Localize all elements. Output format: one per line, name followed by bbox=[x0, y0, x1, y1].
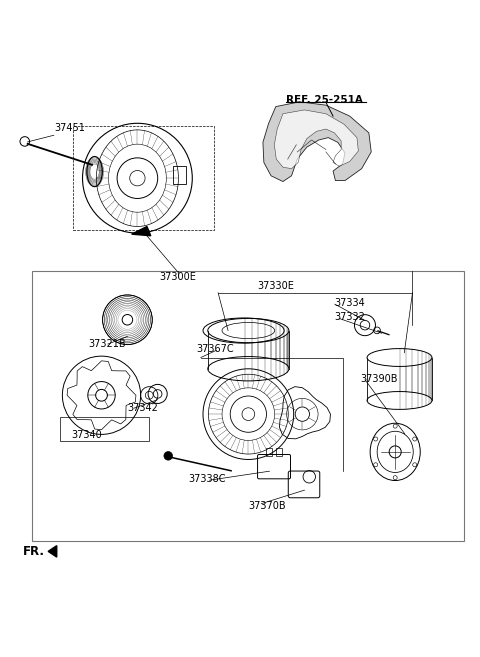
Text: 37321B: 37321B bbox=[88, 339, 126, 349]
Text: 37338C: 37338C bbox=[188, 474, 226, 484]
Text: 37330E: 37330E bbox=[257, 281, 294, 291]
Text: 37370B: 37370B bbox=[248, 501, 286, 510]
Bar bbox=[276, 448, 282, 456]
Text: REF. 25-251A: REF. 25-251A bbox=[286, 95, 363, 105]
Polygon shape bbox=[263, 102, 371, 181]
Text: 37340: 37340 bbox=[71, 430, 102, 440]
Text: 37367C: 37367C bbox=[196, 344, 234, 354]
Text: 37342: 37342 bbox=[127, 403, 158, 413]
Bar bbox=[265, 448, 272, 456]
Text: 37451: 37451 bbox=[54, 123, 85, 133]
Text: 37332: 37332 bbox=[335, 312, 366, 322]
Text: 37300E: 37300E bbox=[159, 272, 196, 282]
Polygon shape bbox=[48, 545, 57, 557]
Text: 37334: 37334 bbox=[335, 298, 365, 308]
Text: 37390B: 37390B bbox=[360, 374, 398, 384]
Bar bbox=[73, 126, 214, 231]
Bar bbox=[33, 271, 464, 541]
Polygon shape bbox=[275, 110, 359, 169]
Text: FR.: FR. bbox=[23, 545, 45, 558]
Bar bbox=[173, 166, 186, 184]
Circle shape bbox=[164, 451, 172, 460]
Polygon shape bbox=[132, 227, 151, 236]
